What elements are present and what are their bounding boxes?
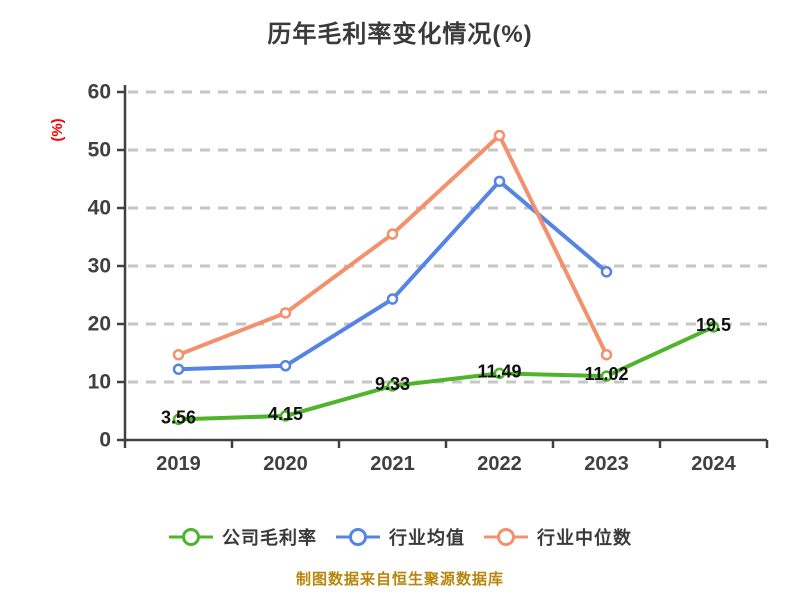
data-point-marker: [493, 129, 506, 142]
x-axis-tick-label: 2022: [477, 453, 522, 475]
y-axis-tick-label: 40: [88, 197, 111, 220]
legend-marker-company-gross-margin: [169, 528, 213, 546]
data-point-marker: [493, 367, 506, 380]
legend-item-industry-average[interactable]: 行业均值: [335, 524, 465, 550]
legend-marker-industry-median: [484, 528, 528, 546]
axes: 0 10 20 30 40 50 60 2019 2020 2021 2022 2023 2024: [88, 81, 769, 475]
chart-title: 历年毛利率变化情况(%): [267, 21, 533, 48]
data-label: 11.02: [584, 364, 628, 384]
data-point-marker: [172, 413, 185, 426]
y-axis-tick-label: 0: [99, 429, 111, 452]
data-point-marker: [279, 307, 292, 319]
data-point-marker: [600, 266, 613, 278]
y-axis-tick-label: 30: [88, 255, 111, 278]
series-industry-average: [172, 175, 613, 375]
data-point-marker: [600, 370, 613, 382]
data-label: 9.33: [375, 374, 410, 394]
x-axis-tick-label: 2023: [584, 453, 629, 475]
data-label: 4.15: [268, 404, 303, 424]
legend-label-company-gross-margin: 公司毛利率: [222, 528, 317, 548]
data-point-marker: [172, 363, 185, 375]
x-axis-tick-label: 2021: [370, 453, 415, 475]
legend-item-company-gross-margin[interactable]: 公司毛利率: [168, 524, 317, 550]
y-axis-tick-label: 60: [88, 81, 111, 104]
legend-label-industry-average: 行业均值: [389, 528, 465, 548]
data-point-marker: [493, 175, 506, 188]
legend-item-industry-median[interactable]: 行业中位数: [483, 524, 632, 550]
x-axis-tick-label: 2020: [263, 453, 308, 475]
series-industry-median: [172, 129, 613, 361]
x-axis-tick-label: 2019: [156, 453, 201, 475]
y-axis-unit-label: (%): [49, 118, 66, 141]
data-point-marker: [707, 321, 720, 333]
data-point-marker: [279, 410, 292, 422]
data-point-marker: [386, 380, 399, 392]
source-caption: 制图数据来自恒生聚源数据库: [295, 571, 504, 588]
data-labels: 3.56 4.15 9.33 11.49 11.02 19.5: [161, 315, 731, 427]
chart-legend: 公司毛利率 行业均值 行业中位数: [0, 520, 800, 554]
y-axis-tick-label: 50: [88, 139, 111, 162]
y-axis-tick-label: 20: [88, 313, 111, 336]
legend-marker-industry-average: [336, 528, 380, 546]
legend-label-industry-median: 行业中位数: [537, 528, 632, 548]
data-label: 19.5: [696, 315, 731, 335]
data-label: 3.56: [161, 407, 196, 427]
data-point-marker: [600, 348, 613, 361]
data-label: 11.49: [477, 361, 521, 381]
data-point-marker: [172, 348, 185, 361]
x-axis-tick-label: 2024: [691, 453, 736, 475]
y-axis-tick-label: 10: [88, 371, 111, 394]
data-point-marker: [386, 293, 399, 305]
data-point-marker: [279, 360, 292, 372]
data-point-marker: [386, 228, 399, 240]
series-company-gross-margin: [172, 321, 720, 426]
